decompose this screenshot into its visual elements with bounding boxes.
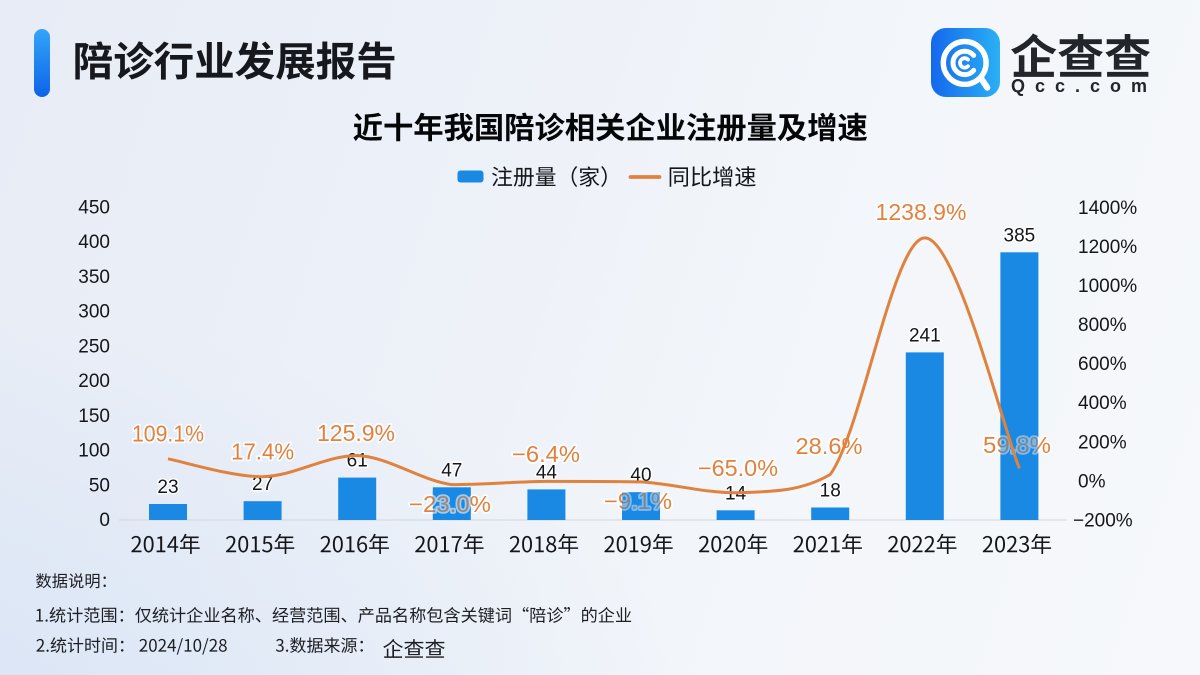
svg-text:450: 450 (78, 197, 110, 218)
svg-text:17.4%: 17.4% (231, 439, 294, 465)
svg-text:350: 350 (78, 267, 110, 288)
svg-text:400: 400 (78, 232, 110, 253)
svg-text:0%: 0% (1078, 471, 1106, 492)
svg-text:−23.0%: −23.0% (409, 491, 491, 517)
svg-text:250: 250 (78, 336, 110, 357)
svg-text:100: 100 (78, 441, 110, 462)
svg-text:385: 385 (1004, 225, 1036, 246)
svg-text:Qcc.com: Qcc.com (1011, 76, 1157, 96)
svg-text:−65.0%: −65.0% (698, 455, 778, 481)
svg-text:18: 18 (820, 481, 841, 502)
svg-text:28.6%: 28.6% (796, 433, 863, 459)
svg-text:241: 241 (909, 325, 941, 346)
svg-text:47: 47 (441, 460, 462, 481)
svg-text:400%: 400% (1078, 393, 1127, 414)
svg-text:−6.4%: −6.4% (512, 441, 580, 467)
svg-text:0: 0 (99, 510, 110, 531)
svg-text:61: 61 (347, 451, 368, 472)
svg-text:1400%: 1400% (1078, 198, 1137, 219)
svg-text:109.1%: 109.1% (132, 421, 204, 447)
svg-text:23: 23 (157, 477, 178, 498)
svg-text:1200%: 1200% (1078, 237, 1137, 258)
svg-text:800%: 800% (1078, 315, 1127, 336)
svg-text:150: 150 (78, 406, 110, 427)
svg-text:−200%: −200% (1073, 510, 1133, 531)
svg-text:125.9%: 125.9% (317, 420, 395, 446)
svg-text:200%: 200% (1078, 432, 1127, 453)
svg-text:600%: 600% (1078, 354, 1127, 375)
svg-text:50: 50 (89, 476, 110, 497)
svg-text:1238.9%: 1238.9% (876, 199, 967, 225)
svg-text:300: 300 (78, 302, 110, 323)
svg-text:200: 200 (78, 371, 110, 392)
svg-text:1000%: 1000% (1078, 276, 1137, 297)
